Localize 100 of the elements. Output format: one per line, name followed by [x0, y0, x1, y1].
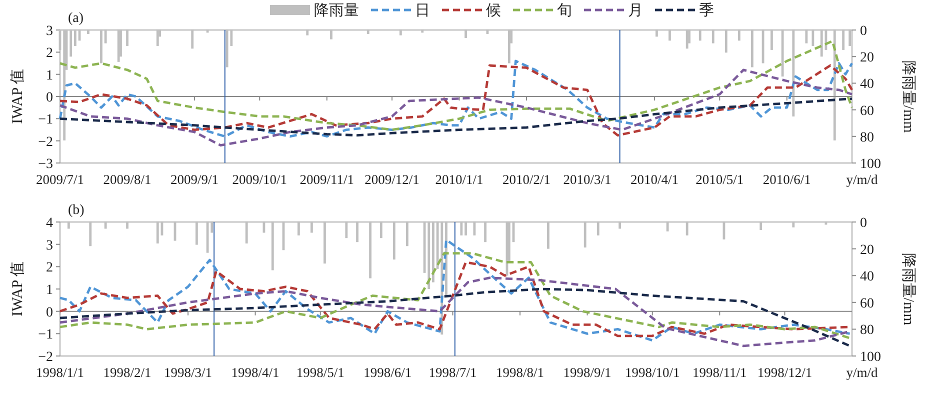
bar [156, 30, 159, 46]
legend-label: 日 [415, 3, 430, 19]
bar [842, 30, 845, 50]
bar [473, 222, 476, 236]
bar [738, 30, 740, 41]
bar [126, 30, 128, 46]
bar [460, 222, 463, 236]
bar [369, 222, 372, 278]
bar [380, 222, 382, 238]
legend-label: 降雨量 [314, 2, 359, 19]
y2-tick-label: 80 [860, 130, 874, 146]
x-tick-label: 1998/12/1 [757, 365, 812, 380]
x-tick-label: 2009/11/1 [300, 172, 354, 187]
bar [70, 30, 72, 57]
x-axis-title: y/m/d [846, 365, 878, 380]
x-tick-label: 2010/1/1 [435, 172, 484, 187]
bar [770, 30, 773, 50]
bar [464, 30, 467, 38]
bar [126, 222, 128, 229]
y-tick-label: −2 [38, 350, 53, 365]
y2-tick-label: 60 [860, 296, 874, 312]
bar [432, 222, 434, 282]
bar [271, 222, 274, 270]
bar [310, 222, 313, 233]
bar [226, 30, 228, 68]
y-tick-label: 1 [46, 283, 53, 298]
legend-label: 月 [628, 3, 643, 19]
y-axis-title: IWAP 值 [10, 69, 26, 124]
y2-axis-title: 降雨量/mm [900, 60, 917, 134]
y2-tick-label: 100 [860, 350, 881, 365]
bar [356, 222, 358, 242]
y2-tick-label: 0 [860, 216, 867, 231]
bar [760, 222, 762, 230]
bar [584, 222, 586, 248]
y2-axis-title: 降雨量/mm [900, 252, 917, 326]
bar [67, 222, 70, 229]
x-tick-label: 1998/5/1 [296, 365, 344, 380]
bar [100, 30, 102, 64]
line-series [58, 68, 854, 146]
bar [596, 222, 600, 236]
bar [206, 30, 209, 33]
bar [245, 222, 248, 244]
bar [464, 222, 467, 236]
bar [724, 30, 728, 53]
bar [406, 222, 408, 246]
y-tick-label: −1 [38, 112, 53, 128]
y-tick-label: 0 [46, 90, 53, 106]
legend-label: 候 [486, 3, 501, 19]
bar [484, 222, 486, 242]
x-tick-label: 2010/3/1 [563, 172, 612, 187]
x-tick-label: 2009/8/1 [103, 172, 152, 187]
bar [686, 222, 688, 236]
y-tick-label: 3 [46, 238, 53, 254]
bar [89, 222, 92, 246]
bar [366, 30, 370, 34]
y2-tick-label: 80 [860, 323, 874, 338]
x-tick-label: 2010/2/1 [502, 172, 551, 187]
bar [712, 30, 714, 44]
y-tick-label: 1 [46, 68, 53, 84]
bar [399, 30, 402, 36]
bar [656, 30, 658, 37]
x-tick-label: 1998/1/1 [36, 365, 84, 380]
bar [104, 30, 107, 44]
x-tick-label: 1998/9/1 [563, 365, 612, 380]
bar [306, 30, 309, 36]
legend-label: 季 [699, 2, 714, 19]
y-tick-label: 0 [46, 305, 53, 320]
y-tick-label: 2 [46, 260, 53, 276]
bar [805, 30, 808, 44]
x-tick-label: 1998/2/1 [103, 365, 152, 380]
bar [324, 222, 326, 264]
x-tick-label: 2009/12/1 [364, 172, 420, 187]
x-tick-label: 2010/4/1 [630, 172, 679, 187]
bar [330, 30, 332, 40]
y-tick-label: 3 [46, 24, 53, 39]
y-tick-label: 2 [46, 46, 53, 62]
bar [87, 30, 90, 34]
y-tick-label: −2 [38, 134, 53, 150]
x-tick-label: 1998/11/1 [692, 365, 747, 380]
bar [618, 222, 622, 229]
x-tick-label: 1998/3/1 [164, 365, 212, 380]
y-tick-label: 4 [46, 216, 53, 231]
x-tick-label: 2009/9/1 [170, 172, 219, 187]
x-tick-label: 2010/5/1 [696, 172, 744, 187]
bar [421, 30, 424, 33]
x-tick-label: 2009/10/1 [232, 172, 288, 187]
line-series [58, 98, 854, 136]
bar [297, 222, 300, 236]
bar [156, 222, 159, 244]
bar [668, 30, 671, 41]
legend-label: 旬 [557, 2, 572, 19]
bar [792, 222, 795, 228]
bar [792, 30, 795, 116]
y2-tick-label: 20 [860, 242, 874, 258]
chart-title: (b) [68, 203, 85, 218]
chart-title: (a) [68, 11, 84, 26]
bar [781, 30, 784, 77]
bar [508, 30, 510, 64]
y2-tick-label: 100 [860, 157, 881, 172]
bar [848, 30, 852, 46]
